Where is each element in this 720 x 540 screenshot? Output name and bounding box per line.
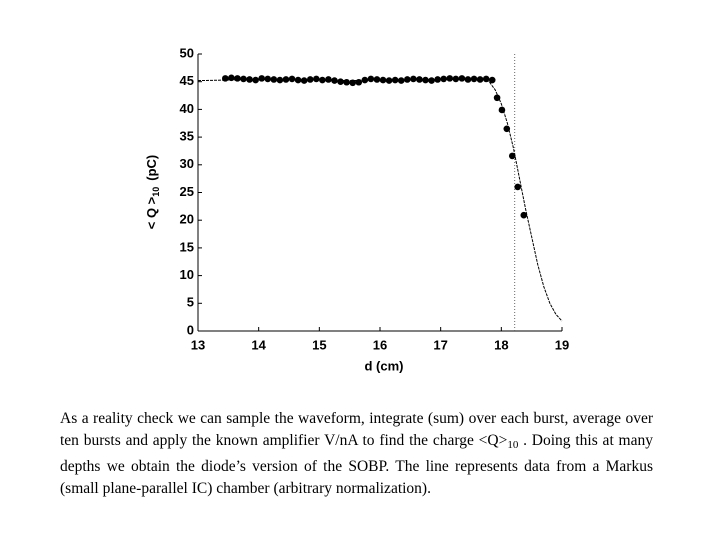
point	[514, 183, 522, 191]
y-tick-label: 10	[180, 267, 194, 282]
caption-sub: 10	[507, 439, 519, 451]
point	[470, 75, 478, 83]
caption-text: . Doing this at many depths we obtain th…	[60, 432, 653, 497]
y-tick-label: 40	[180, 101, 194, 116]
y-tick-label: 15	[180, 239, 194, 254]
point	[294, 76, 302, 84]
point	[319, 76, 326, 84]
point	[458, 75, 466, 82]
point	[264, 75, 272, 83]
point	[503, 125, 511, 133]
point	[222, 75, 229, 82]
point	[493, 94, 501, 102]
point	[246, 76, 253, 83]
x-tick-label: 14	[251, 337, 266, 352]
point	[270, 76, 278, 83]
y-tick-label: 45	[180, 73, 194, 88]
point	[404, 76, 411, 83]
point	[379, 76, 387, 84]
y-axis-label: < Q >10 (pC)	[144, 155, 161, 230]
point	[498, 106, 506, 114]
point	[228, 74, 235, 82]
point	[391, 76, 399, 84]
point	[355, 78, 363, 86]
point	[325, 76, 332, 83]
point	[482, 75, 490, 83]
point	[367, 75, 375, 83]
caption: As a reality check we can sample the wav…	[60, 408, 653, 500]
point	[422, 76, 429, 84]
point	[385, 77, 393, 84]
point	[416, 76, 423, 83]
point	[373, 76, 381, 83]
point	[234, 75, 241, 82]
chart: d (cm) < Q >10(pC) 051015202530354045501…	[144, 45, 569, 373]
point	[446, 75, 454, 82]
point	[300, 77, 308, 84]
point	[343, 78, 350, 86]
y-tick-label: 35	[180, 129, 194, 144]
point	[508, 152, 516, 160]
y-tick-label: 30	[180, 156, 194, 171]
point	[428, 77, 435, 84]
curve	[197, 78, 563, 322]
x-tick-label: 18	[494, 337, 508, 352]
y-label-sub: 10	[151, 187, 161, 197]
y-tick-label: 0	[187, 322, 194, 337]
y-tick-label: 20	[180, 212, 194, 227]
point	[306, 76, 314, 83]
point	[476, 76, 484, 83]
y-label-unit: (pC)	[144, 155, 159, 181]
y-tick-label: 25	[180, 184, 194, 199]
x-tick-label: 19	[555, 337, 569, 352]
point	[252, 76, 259, 84]
point	[440, 75, 448, 83]
point	[349, 79, 357, 87]
point	[337, 78, 344, 85]
point	[464, 76, 472, 83]
point	[282, 76, 290, 83]
y-tick-label: 50	[180, 45, 194, 60]
point	[520, 211, 528, 219]
point	[452, 75, 460, 83]
point	[397, 77, 405, 84]
x-tick-label: 16	[373, 337, 387, 352]
x-tick-label: 17	[433, 337, 447, 352]
y-tick-label: 5	[187, 295, 194, 310]
point	[258, 75, 266, 82]
point	[331, 77, 338, 84]
x-tick-label: 15	[312, 337, 326, 352]
point	[434, 76, 441, 83]
y-label-main: < Q >	[144, 196, 159, 229]
caption-text: As a reality check we can sample the wav…	[60, 410, 653, 449]
point	[410, 75, 417, 83]
x-axis-label: d (cm)	[365, 358, 404, 373]
point	[276, 76, 284, 84]
point	[288, 75, 296, 83]
point	[313, 75, 320, 83]
point	[488, 76, 496, 84]
x-tick-label: 13	[191, 337, 205, 352]
point	[240, 75, 247, 83]
point	[361, 76, 369, 84]
